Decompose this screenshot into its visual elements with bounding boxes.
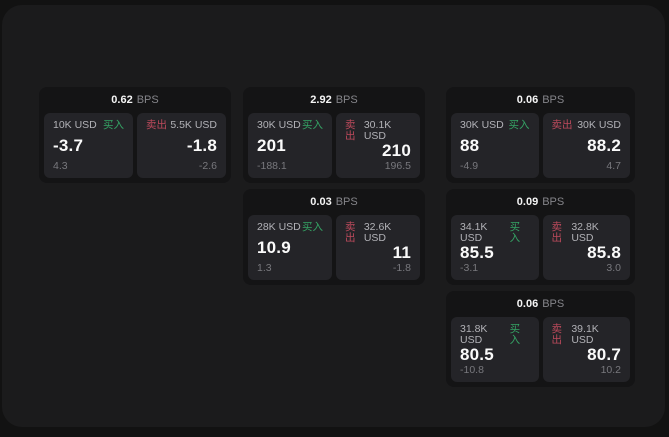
buy-label: 买入 [509,323,521,346]
buy-price: 10.9 [257,238,291,257]
sell-price: 85.8 [587,243,621,263]
sell-amount: 32.8K USD [571,221,599,244]
bps-value: 0.09 [516,196,539,208]
quote-panels: 30K USD 买入 201 -188.1 卖出 30.1K USD 210 1… [243,113,425,183]
quote-panels: 28K USD 买入 10.9 1.3 卖出 32.6K USD 11 -1.8 [243,215,425,285]
buy-sub-value: -4.9 [460,159,479,172]
sell-sub-value: -1.8 [392,261,411,274]
buy-sub-value: -188.1 [257,159,287,172]
sell-price: 11 [392,243,411,263]
sell-label: 卖出 [146,119,167,131]
sell-panel[interactable]: 卖出 32.8K USD 85.8 3.0 [542,215,630,280]
buy-price: 85.5 [460,243,494,263]
buy-sub-value: 4.3 [53,159,68,172]
bps-value: 0.03 [310,196,332,208]
bps-header: 0.06 BPS [446,291,635,317]
sell-sub-value: 196.5 [384,159,411,172]
sell-label: 卖出 [345,221,356,244]
buy-label: 买入 [508,119,530,131]
buy-price: 80.5 [460,345,494,365]
quote-card: 0.62 BPS 10K USD 买入 -3.7 4.3 卖出 5.5K USD… [39,87,231,183]
buy-price: 88 [460,136,480,155]
quote-panels: 34.1K USD 买入 85.5 -3.1 卖出 32.8K USD 85.8… [446,215,635,285]
buy-amount: 30K USD [257,119,301,131]
sell-amount: 32.6K USD [363,221,392,244]
bps-header: 0.09 BPS [446,189,635,215]
sell-price: 80.7 [587,345,621,365]
quote-card: 0.09 BPS 34.1K USD 买入 85.5 -3.1 卖出 32.8K… [446,189,635,285]
sell-sub-value: -2.6 [198,159,217,172]
bps-unit-label: BPS [335,94,358,106]
bps-value: 2.92 [310,94,332,106]
quotes-board: 0.62 BPS 10K USD 买入 -3.7 4.3 卖出 5.5K USD… [2,5,665,427]
sell-amount: 39.1K USD [571,323,599,346]
sell-sub-value: 10.2 [600,363,621,376]
buy-sub-value: -3.1 [460,261,479,274]
buy-panel[interactable]: 30K USD 买入 88 -4.9 [451,113,539,178]
buy-amount: 30K USD [460,119,504,131]
quote-panels: 31.8K USD 买入 80.5 -10.8 卖出 39.1K USD 80.… [446,317,635,387]
sell-price: 210 [382,141,411,161]
buy-price: 201 [257,136,286,155]
bps-header: 0.62 BPS [39,87,231,113]
buy-panel[interactable]: 10K USD 买入 -3.7 4.3 [44,113,133,178]
sell-label: 卖出 [551,119,573,131]
sell-panel[interactable]: 卖出 32.6K USD 11 -1.8 [336,215,420,280]
buy-amount: 34.1K USD [460,221,488,244]
buy-label: 买入 [509,221,521,244]
buy-panel[interactable]: 34.1K USD 买入 85.5 -3.1 [451,215,539,280]
bps-unit-label: BPS [542,94,565,106]
buy-sub-value: -10.8 [460,363,484,376]
buy-amount: 31.8K USD [460,323,488,346]
bps-unit-label: BPS [335,196,358,208]
buy-sub-value: 1.3 [257,261,272,274]
buy-amount: 28K USD [257,221,301,233]
sell-label: 卖出 [345,119,356,142]
bps-header: 2.92 BPS [243,87,425,113]
sell-price: -1.8 [186,136,217,155]
buy-panel[interactable]: 31.8K USD 买入 80.5 -10.8 [451,317,539,382]
quote-panels: 30K USD 买入 88 -4.9 卖出 30K USD 88.2 4.7 [446,113,635,183]
bps-value: 0.06 [516,298,539,310]
buy-label: 买入 [103,119,124,131]
bps-value: 0.62 [111,94,133,106]
buy-price: -3.7 [53,136,84,155]
bps-header: 0.03 BPS [243,189,425,215]
buy-amount: 10K USD [53,119,97,131]
sell-amount: 5.5K USD [170,119,217,131]
sell-amount: 30.1K USD [363,119,392,142]
bps-unit-label: BPS [542,298,565,310]
sell-panel[interactable]: 卖出 30.1K USD 210 196.5 [336,113,420,178]
quote-panels: 10K USD 买入 -3.7 4.3 卖出 5.5K USD -1.8 -2.… [39,113,231,183]
sell-sub-value: 4.7 [606,159,621,172]
sell-panel[interactable]: 卖出 39.1K USD 80.7 10.2 [542,317,630,382]
sell-panel[interactable]: 卖出 5.5K USD -1.8 -2.6 [137,113,226,178]
sell-amount: 30K USD [577,119,621,131]
buy-panel[interactable]: 28K USD 买入 10.9 1.3 [248,215,332,280]
sell-sub-value: 3.0 [606,261,621,274]
bps-unit-label: BPS [542,196,565,208]
bps-value: 0.06 [516,94,539,106]
sell-label: 卖出 [551,221,563,244]
sell-label: 卖出 [551,323,563,346]
quote-card: 0.03 BPS 28K USD 买入 10.9 1.3 卖出 32.6K US… [243,189,425,285]
quote-card: 0.06 BPS 31.8K USD 买入 80.5 -10.8 卖出 39.1… [446,291,635,387]
quote-card: 0.06 BPS 30K USD 买入 88 -4.9 卖出 30K USD 8… [446,87,635,183]
buy-label: 买入 [302,119,323,131]
sell-panel[interactable]: 卖出 30K USD 88.2 4.7 [542,113,630,178]
bps-unit-label: BPS [136,94,159,106]
buy-label: 买入 [302,221,323,233]
quote-card: 2.92 BPS 30K USD 买入 201 -188.1 卖出 30.1K … [243,87,425,183]
buy-panel[interactable]: 30K USD 买入 201 -188.1 [248,113,332,178]
sell-price: 88.2 [587,136,621,155]
bps-header: 0.06 BPS [446,87,635,113]
